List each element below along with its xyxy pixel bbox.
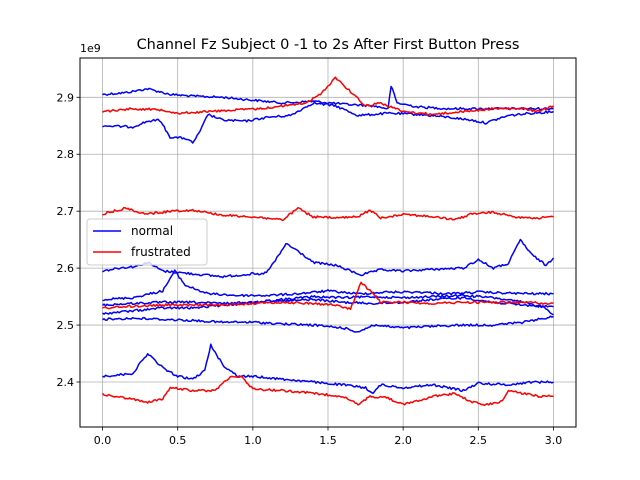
chart-title: Channel Fz Subject 0 -1 to 2s After Firs… [137, 37, 520, 53]
x-axis: 0.0 0.5 1.0 1.5 2.0 2.5 3.0 [94, 427, 562, 447]
y-tick-label: 2.8 [57, 148, 75, 161]
series-line-frustrated-11 [102, 281, 554, 311]
x-tick-label: 0.5 [169, 434, 187, 447]
legend: normal frustrated [86, 218, 208, 266]
series-group [101, 76, 555, 407]
y-tick-label: 2.5 [57, 319, 75, 332]
y-offset-label: 1e9 [80, 42, 101, 55]
x-tick-label: 0.0 [94, 434, 112, 447]
y-tick-label: 2.6 [57, 262, 75, 275]
series-line-normal-7 [102, 315, 554, 333]
series-line-normal-6 [102, 293, 554, 316]
series-line-frustrated-10 [102, 206, 554, 222]
series-line-frustrated-12 [101, 375, 554, 407]
x-tick-label: 1.5 [319, 434, 337, 447]
series-line-frustrated-9 [102, 76, 555, 116]
x-tick-label: 2.5 [470, 434, 488, 447]
x-tick-label: 2.0 [394, 434, 412, 447]
series-line-normal-5 [102, 296, 554, 308]
legend-label-frustrated: frustrated [131, 245, 191, 259]
y-axis: 2.4 2.5 2.6 2.7 2.8 2.9 [57, 91, 80, 389]
x-tick-label: 3.0 [545, 434, 563, 447]
series-line-normal-4 [102, 269, 554, 302]
x-tick-label: 1.0 [244, 434, 262, 447]
y-tick-label: 2.7 [57, 205, 75, 218]
series-line-normal-2 [102, 101, 554, 144]
y-tick-label: 2.9 [57, 91, 75, 104]
legend-label-normal: normal [131, 224, 173, 238]
series-line-normal-8 [102, 343, 554, 395]
y-tick-label: 2.4 [57, 376, 75, 389]
